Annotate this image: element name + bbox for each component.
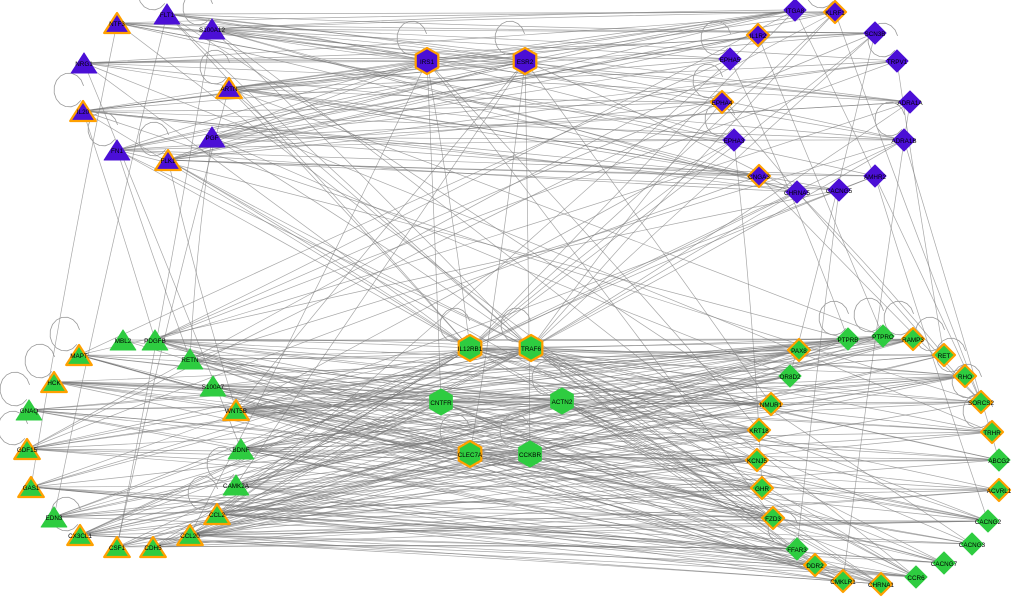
svg-text:PTPRB: PTPRB (838, 337, 859, 344)
svg-text:PTPRO: PTPRO (872, 334, 894, 341)
svg-text:EDN3: EDN3 (46, 515, 63, 522)
svg-text:GDF15: GDF15 (17, 447, 38, 454)
svg-text:CACNG7: CACNG7 (931, 561, 958, 568)
svg-text:PDGFB: PDGFB (144, 338, 166, 345)
svg-text:KCNJ5: KCNJ5 (747, 458, 767, 465)
svg-text:CLEC7A: CLEC7A (458, 452, 483, 459)
svg-text:TRPV1: TRPV1 (887, 59, 908, 66)
svg-text:KLRF1: KLRF1 (825, 10, 845, 17)
svg-text:KRT18: KRT18 (749, 428, 769, 435)
svg-text:FZD3: FZD3 (765, 516, 781, 523)
svg-text:EPHA3: EPHA3 (724, 138, 745, 145)
svg-text:ACTN2: ACTN2 (552, 399, 573, 406)
svg-text:WNT5B: WNT5B (225, 408, 247, 415)
svg-text:S100A7: S100A7 (202, 384, 225, 391)
svg-text:RETN: RETN (181, 357, 199, 364)
svg-text:ARTN: ARTN (220, 86, 237, 93)
svg-text:IL20: IL20 (77, 109, 90, 116)
svg-text:EPHA4: EPHA4 (712, 100, 733, 107)
svg-text:FLK1: FLK1 (160, 158, 176, 165)
svg-text:GNAQ: GNAQ (20, 408, 39, 415)
svg-text:CACNG2: CACNG2 (975, 519, 1002, 526)
svg-text:TRAF6: TRAF6 (521, 346, 541, 353)
svg-text:ESR2: ESR2 (517, 59, 534, 66)
svg-text:PAX8: PAX8 (791, 348, 807, 355)
svg-text:ADRA1B: ADRA1B (891, 138, 916, 145)
svg-text:GAS1: GAS1 (23, 485, 40, 492)
svg-text:NRG1: NRG1 (75, 61, 93, 68)
svg-text:RAMP3: RAMP3 (902, 337, 924, 344)
svg-text:S100A12: S100A12 (199, 27, 225, 34)
svg-text:ACVRL1: ACVRL1 (987, 488, 1012, 495)
svg-text:ABCG2: ABCG2 (988, 458, 1010, 465)
svg-text:HCK: HCK (47, 380, 61, 387)
svg-text:CHRNA5: CHRNA5 (784, 190, 810, 197)
svg-text:RHO: RHO (958, 374, 972, 381)
svg-text:CNGA3: CNGA3 (748, 174, 770, 181)
svg-text:CCKBR: CCKBR (519, 452, 541, 459)
svg-text:CX3CL1: CX3CL1 (68, 533, 92, 540)
svg-text:CCL20: CCL20 (180, 533, 200, 540)
svg-text:MBL2: MBL2 (115, 338, 132, 345)
svg-text:ITGA8: ITGA8 (786, 8, 805, 15)
svg-text:CCR6: CCR6 (907, 575, 925, 582)
svg-text:IL12RB1: IL12RB1 (458, 346, 483, 353)
svg-text:MAPT: MAPT (70, 353, 88, 360)
svg-text:FLT1: FLT1 (160, 12, 175, 19)
svg-text:AMHR2: AMHR2 (864, 174, 887, 181)
svg-text:CHRNA1: CHRNA1 (868, 582, 894, 589)
svg-text:SORCS2: SORCS2 (968, 400, 994, 407)
svg-text:SCN3B: SCN3B (865, 31, 886, 38)
svg-text:FN1: FN1 (111, 148, 123, 155)
svg-text:EPHA5: EPHA5 (720, 57, 741, 64)
svg-text:FFAR3: FFAR3 (787, 547, 807, 554)
svg-text:IRS1: IRS1 (420, 59, 434, 66)
svg-text:RET: RET (938, 353, 951, 360)
svg-text:NMUR1: NMUR1 (760, 402, 783, 409)
svg-text:NTF3: NTF3 (109, 21, 125, 28)
svg-text:ADRA1A: ADRA1A (897, 100, 923, 107)
svg-text:CSF1: CSF1 (109, 545, 126, 552)
svg-text:CACNG3: CACNG3 (959, 542, 986, 549)
svg-text:CNTFR: CNTFR (430, 400, 452, 407)
svg-text:GHR: GHR (755, 486, 769, 493)
svg-text:IL1R2: IL1R2 (750, 33, 767, 40)
svg-text:CCL2: CCL2 (209, 512, 226, 519)
svg-text:CMKLR1: CMKLR1 (830, 579, 856, 586)
svg-text:CDH5: CDH5 (144, 545, 162, 552)
svg-text:OR8D2: OR8D2 (780, 374, 801, 381)
svg-text:CACNG5: CACNG5 (826, 188, 853, 195)
svg-text:BDNF: BDNF (232, 447, 249, 454)
svg-text:DDR2: DDR2 (806, 563, 824, 570)
svg-text:TRHR: TRHR (983, 430, 1001, 437)
svg-text:PGF: PGF (206, 135, 219, 142)
svg-text:CAMK2A: CAMK2A (223, 483, 250, 490)
